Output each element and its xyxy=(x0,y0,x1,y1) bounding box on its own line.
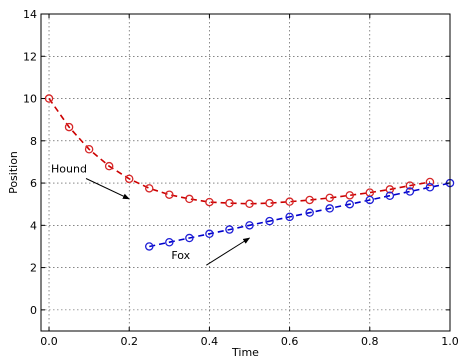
data-point xyxy=(285,212,294,222)
data-point xyxy=(425,177,435,187)
data-point xyxy=(185,233,194,243)
grid xyxy=(41,13,451,331)
x-tick-label: 0.6 xyxy=(281,335,299,348)
data-point xyxy=(345,191,355,200)
data-point xyxy=(365,195,375,205)
data-point xyxy=(84,145,94,154)
data-point xyxy=(44,94,54,103)
x-tick-label: 0.8 xyxy=(361,335,379,348)
data-point xyxy=(165,237,174,247)
x-tick-label: 0.0 xyxy=(40,335,58,348)
data-point xyxy=(325,204,334,213)
data-point xyxy=(345,199,355,209)
series-group xyxy=(44,94,455,251)
data-point xyxy=(225,198,234,208)
y-axis: 0 2 4 6 8 10 12 14 xyxy=(23,8,450,317)
data-point xyxy=(405,187,415,196)
data-point xyxy=(145,184,154,193)
x-tick-label: 0.4 xyxy=(201,335,219,348)
y-axis-title: Position xyxy=(7,151,20,194)
data-point xyxy=(265,216,274,226)
data-point xyxy=(305,195,314,205)
data-point xyxy=(165,190,174,199)
series-1 xyxy=(145,178,455,251)
x-axis: 0.0 0.2 0.4 0.6 0.8 1.0 xyxy=(40,14,458,348)
y-tick-label: 14 xyxy=(23,8,37,21)
x-axis-title: Time xyxy=(231,346,259,359)
annotation-label: Hound xyxy=(51,163,87,176)
annotations: Hound Fox xyxy=(51,163,251,266)
y-tick-label: 8 xyxy=(30,135,37,148)
annotation-label: Fox xyxy=(171,249,190,262)
x-tick-label: 0.2 xyxy=(120,335,138,348)
data-point xyxy=(64,122,74,132)
data-point xyxy=(145,242,154,251)
plot-frame xyxy=(40,13,451,332)
y-tick-label: 4 xyxy=(30,219,37,232)
data-point xyxy=(385,185,395,194)
data-point xyxy=(205,229,214,239)
data-point xyxy=(265,198,274,208)
data-point xyxy=(425,183,435,192)
y-tick-label: 0 xyxy=(30,304,37,317)
data-point xyxy=(245,221,254,230)
data-point xyxy=(285,197,294,206)
y-tick-label: 2 xyxy=(30,262,37,275)
data-point xyxy=(124,174,134,184)
data-point xyxy=(245,199,254,209)
y-tick-label: 12 xyxy=(23,50,37,63)
y-tick-label: 10 xyxy=(23,93,37,106)
x-tick-label: 1.0 xyxy=(441,335,458,348)
annotation-arrow xyxy=(85,178,130,200)
data-point xyxy=(325,193,334,203)
data-point xyxy=(104,161,114,171)
data-point xyxy=(305,208,314,217)
data-point xyxy=(185,194,194,204)
y-tick-label: 6 xyxy=(30,177,37,190)
data-point xyxy=(225,225,234,234)
data-point xyxy=(205,197,214,207)
data-point xyxy=(385,191,395,200)
series-0 xyxy=(44,94,435,209)
data-point xyxy=(405,181,415,190)
annotation-arrow xyxy=(206,237,251,266)
series-line xyxy=(149,182,451,248)
